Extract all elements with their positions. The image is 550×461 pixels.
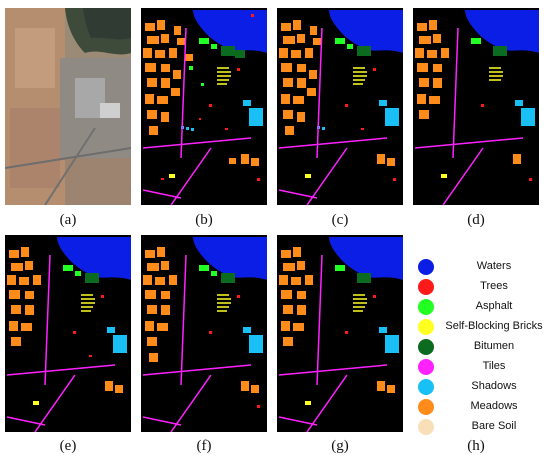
classification-map [141, 8, 267, 205]
caption-e: (e) [59, 438, 77, 454]
legend-swatch [418, 279, 434, 295]
classification-map [277, 235, 403, 432]
legend-item-tiles: Tiles [410, 358, 550, 378]
legend-item-shadows: Shadows [410, 378, 550, 398]
classification-map [413, 8, 539, 205]
legend-item-self-blocking-bricks: Self-Blocking Bricks [410, 318, 550, 338]
legend-item-bare-soil: Bare Soil [410, 418, 550, 438]
legend-swatch [418, 319, 434, 335]
panel-g [277, 235, 403, 432]
legend-swatch [418, 299, 434, 315]
legend-label: Shadows [471, 380, 517, 392]
caption-b: (b) [195, 212, 213, 228]
legend-item-trees: Trees [410, 278, 550, 298]
legend-label: Bare Soil [471, 420, 517, 432]
caption-h: (h) [467, 438, 485, 454]
legend-label: Bitumen [473, 340, 515, 352]
legend-label: Self-Blocking Bricks [445, 320, 543, 332]
legend-item-bitumen: Bitumen [410, 338, 550, 358]
legend-label: Asphalt [475, 300, 513, 312]
legend-label: Tiles [482, 360, 506, 372]
legend-swatch [418, 259, 434, 275]
panel-e [5, 235, 131, 432]
legend-label: Meadows [470, 400, 518, 412]
panel-f [141, 235, 267, 432]
legend-label: Waters [476, 260, 512, 272]
legend-item-waters: Waters [410, 258, 550, 278]
panel-b [141, 8, 267, 205]
legend-label: Trees [480, 280, 508, 292]
caption-f: (f) [196, 438, 212, 454]
legend-swatch [418, 399, 434, 415]
legend-item-asphalt: Asphalt [410, 298, 550, 318]
legend-item-meadows: Meadows [410, 398, 550, 418]
legend-swatch [418, 339, 434, 355]
legend-swatch [418, 359, 434, 375]
classification-map [141, 235, 267, 432]
legend-swatch [418, 419, 434, 435]
panel-a [5, 8, 131, 205]
classification-map [277, 8, 403, 205]
classification-map [5, 235, 131, 432]
panel-c [277, 8, 403, 205]
caption-g: (g) [331, 438, 349, 454]
caption-a: (a) [59, 212, 77, 228]
panel-d [413, 8, 539, 205]
caption-d: (d) [467, 212, 485, 228]
legend-swatch [418, 379, 434, 395]
satellite-image [5, 8, 131, 205]
caption-c: (c) [331, 212, 349, 228]
